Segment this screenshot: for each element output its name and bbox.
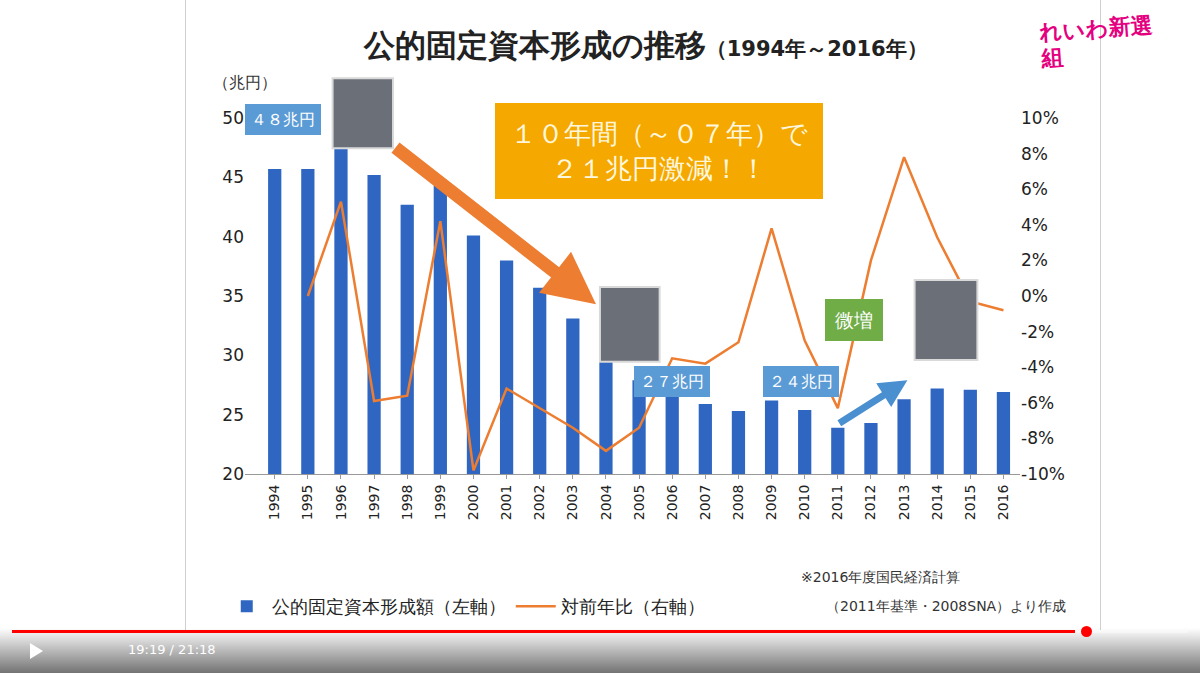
svg-text:8%: 8% xyxy=(1021,144,1048,164)
svg-text:45: 45 xyxy=(222,167,244,187)
svg-text:1996: 1996 xyxy=(333,485,349,521)
svg-text:2013: 2013 xyxy=(896,485,912,521)
svg-text:2012: 2012 xyxy=(862,485,878,521)
svg-text:１０年間（～０７年）で２１兆円激減！！: １０年間（～０７年）で２１兆円激減！！ xyxy=(510,118,808,184)
html-text:れいわ新選組: れいわ新選組 xyxy=(1038,12,1153,72)
svg-text:0%: 0% xyxy=(1021,286,1048,306)
svg-text:2015: 2015 xyxy=(962,485,978,521)
svg-text:2005: 2005 xyxy=(631,485,647,521)
svg-text:2007: 2007 xyxy=(697,485,713,521)
svg-text:35: 35 xyxy=(222,286,244,306)
svg-text:2014: 2014 xyxy=(929,485,945,521)
svg-text:公的固定資本形成額（左軸）: 公的固定資本形成額（左軸） xyxy=(272,596,506,617)
svg-text:微増: 微増 xyxy=(835,309,873,331)
svg-text:2010: 2010 xyxy=(796,485,812,521)
svg-text:2008: 2008 xyxy=(730,485,746,521)
svg-text:10%: 10% xyxy=(1021,108,1059,128)
svg-text:20: 20 xyxy=(222,464,244,484)
svg-text:2000: 2000 xyxy=(465,485,481,521)
svg-text:1994: 1994 xyxy=(266,485,282,521)
svg-text:2003: 2003 xyxy=(564,485,580,521)
svg-text:※2016年度国民経済計算: ※2016年度国民経済計算 xyxy=(801,569,960,585)
svg-text:2016: 2016 xyxy=(995,485,1011,521)
svg-text:2001: 2001 xyxy=(498,485,514,521)
svg-text:２７兆円: ２７兆円 xyxy=(640,372,704,391)
svg-text:４８兆円: ４８兆円 xyxy=(251,110,315,129)
svg-text:40: 40 xyxy=(222,227,244,247)
svg-text:2006: 2006 xyxy=(664,485,680,521)
svg-text:1998: 1998 xyxy=(399,485,415,521)
svg-text:50: 50 xyxy=(222,108,244,128)
svg-text:1999: 1999 xyxy=(432,485,448,521)
svg-text:対前年比（右軸）: 対前年比（右軸） xyxy=(561,596,705,617)
svg-text:-8%: -8% xyxy=(1021,428,1054,448)
svg-text:4%: 4% xyxy=(1021,215,1048,235)
svg-text:2002: 2002 xyxy=(531,485,547,521)
svg-text:2004: 2004 xyxy=(598,485,614,521)
svg-text:2009: 2009 xyxy=(763,485,779,521)
svg-text:1997: 1997 xyxy=(366,485,382,521)
svg-text:-10%: -10% xyxy=(1021,464,1065,484)
svg-text:6%: 6% xyxy=(1021,179,1048,199)
svg-text:25: 25 xyxy=(222,405,244,425)
svg-text:公的固定資本形成の推移（1994年～2016年）: 公的固定資本形成の推移（1994年～2016年） xyxy=(363,27,928,63)
svg-text:２４兆円: ２４兆円 xyxy=(769,372,833,391)
svg-text:30: 30 xyxy=(222,345,244,365)
svg-text:-4%: -4% xyxy=(1021,357,1054,377)
html-text:19:19 / 21:18: 19:19 / 21:18 xyxy=(128,642,216,657)
svg-text:（2011年基準・2008SNA）より作成: （2011年基準・2008SNA）より作成 xyxy=(826,598,1066,614)
svg-text:（兆円）: （兆円） xyxy=(213,73,277,92)
svg-text:2%: 2% xyxy=(1021,250,1048,270)
svg-text:1995: 1995 xyxy=(299,485,315,521)
svg-text:-2%: -2% xyxy=(1021,322,1054,342)
svg-text:2011: 2011 xyxy=(829,485,845,521)
svg-text:-6%: -6% xyxy=(1021,393,1054,413)
